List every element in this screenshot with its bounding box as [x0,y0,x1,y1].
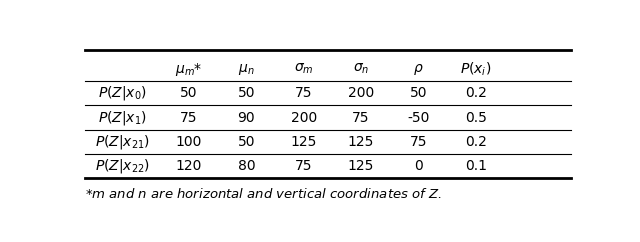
Text: 50: 50 [180,86,198,100]
Text: 200: 200 [348,86,374,100]
Text: 0.5: 0.5 [465,111,486,125]
Text: $\sigma_m$: $\sigma_m$ [294,62,314,76]
Text: 125: 125 [291,135,317,149]
Text: $P(x_i)$: $P(x_i)$ [460,60,492,78]
Text: $\mu_m$*: $\mu_m$* [175,60,203,78]
Text: 90: 90 [237,111,255,125]
Text: 0.2: 0.2 [465,135,486,149]
Text: 75: 75 [410,135,427,149]
Text: -50: -50 [407,111,429,125]
Text: $P(Z|x_{22})$: $P(Z|x_{22})$ [95,157,150,175]
Text: 125: 125 [348,159,374,173]
Text: 200: 200 [291,111,317,125]
Text: 75: 75 [180,111,198,125]
Text: 75: 75 [295,159,312,173]
Text: *$m$ and $n$ are horizontal and vertical coordinates of $Z$.: *$m$ and $n$ are horizontal and vertical… [85,187,442,201]
Text: 50: 50 [410,86,427,100]
Text: $P(Z|x_0)$: $P(Z|x_0)$ [98,84,147,102]
Text: $\mu_n$: $\mu_n$ [238,62,255,77]
Text: 0.1: 0.1 [465,159,487,173]
Text: 75: 75 [352,111,370,125]
Text: 75: 75 [295,86,312,100]
Text: 0.2: 0.2 [465,86,486,100]
Text: 125: 125 [348,135,374,149]
Text: 100: 100 [176,135,202,149]
Text: 120: 120 [176,159,202,173]
Text: 0: 0 [414,159,423,173]
Text: 50: 50 [237,86,255,100]
Text: 50: 50 [237,135,255,149]
Text: $P(Z|x_1)$: $P(Z|x_1)$ [98,109,147,127]
Text: $P(Z|x_{21})$: $P(Z|x_{21})$ [95,133,150,151]
Text: 80: 80 [237,159,255,173]
Text: $\sigma_n$: $\sigma_n$ [353,62,369,76]
Text: $\rho$: $\rho$ [413,62,424,77]
